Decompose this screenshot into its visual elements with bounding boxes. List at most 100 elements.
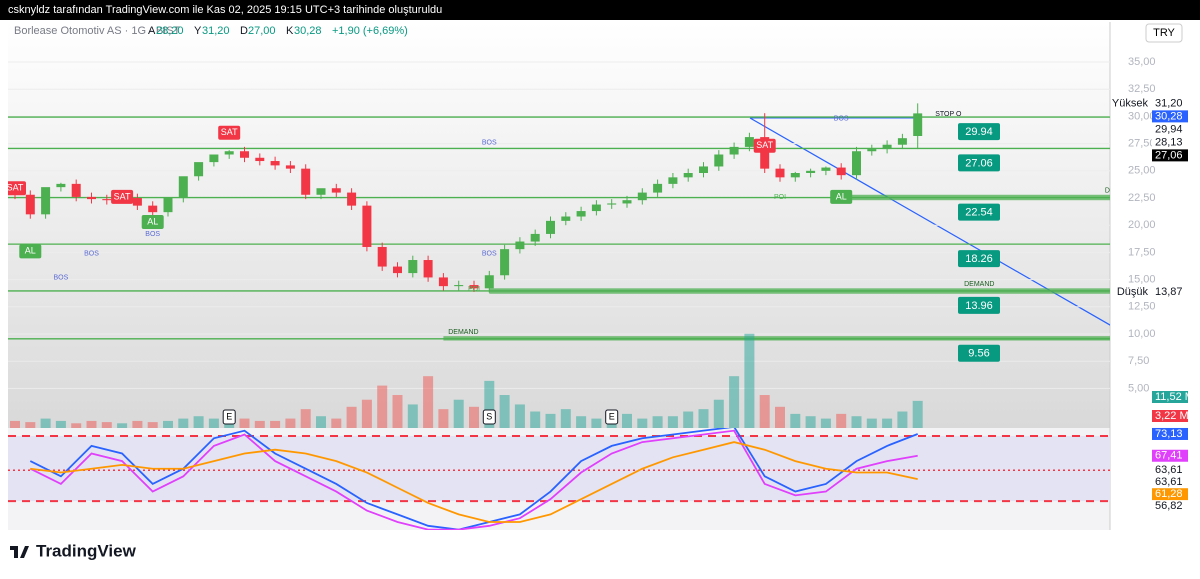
candle-body — [530, 233, 540, 242]
volume-bar — [805, 416, 816, 428]
signal-label: AL — [836, 191, 847, 201]
candle-body — [867, 149, 877, 152]
logo-text: TradingView — [36, 541, 137, 560]
price-label-name: Yüksek — [1112, 97, 1149, 109]
annotation: BOS — [84, 250, 99, 257]
ohlc-key: Y — [194, 25, 202, 37]
currency: TRY — [1153, 27, 1175, 39]
ohlc-value: 31,20 — [202, 25, 230, 37]
candle-body — [821, 167, 831, 171]
y-tick-label: 15,00 — [1128, 274, 1156, 286]
volume-bar — [912, 400, 923, 428]
event-label: E — [609, 411, 615, 421]
level-label: 13.96 — [965, 300, 993, 312]
candle-body — [913, 113, 923, 137]
volume-bar — [820, 418, 831, 428]
price-label-box — [1152, 136, 1188, 149]
level-box — [958, 250, 1000, 268]
y-tick-label: 10,00 — [1128, 328, 1156, 340]
price-plot: DEMAND DEMAND DEMAND 29.94 27.06 22.54 18.26 13… — [8, 61, 1110, 428]
candle-body — [546, 220, 555, 234]
volume-bar — [331, 418, 342, 428]
volume-bar — [392, 395, 403, 428]
rsi-label-box — [1152, 476, 1188, 489]
price-label: 29,94 — [1155, 123, 1183, 135]
ohlc-legend: A 28,20 Y 31,20 D 27,00 K 30,28 +1,90 (+6,69%) — [148, 25, 408, 37]
candle-body — [668, 177, 678, 184]
volume-bar — [316, 416, 326, 428]
volume-bar — [239, 418, 250, 428]
annotation: POI — [468, 286, 480, 293]
volume-bar — [499, 395, 510, 428]
y-tick-label: 5,00 — [1128, 382, 1149, 394]
candle-body — [194, 162, 204, 177]
volume-label-box — [1152, 410, 1188, 422]
candle-body — [71, 183, 81, 197]
rsi-label: 56,82 — [1155, 500, 1183, 512]
volume-bar — [790, 413, 801, 428]
y-tick-label: 27,50 — [1128, 138, 1156, 150]
volume-bar — [882, 418, 893, 428]
signal-label: AL — [25, 246, 36, 256]
candle-body — [285, 165, 295, 169]
candle-body — [163, 198, 173, 213]
volume-bar — [208, 418, 219, 428]
change: +1,90 (+6,69%) — [332, 25, 408, 37]
candle-body — [377, 246, 387, 267]
signal-label: SAT — [756, 140, 773, 150]
y-tick-label: 32,50 — [1128, 83, 1156, 95]
rsi-label: 67,41 — [1155, 450, 1183, 462]
volume-bar — [361, 399, 372, 428]
level-box — [958, 203, 1000, 221]
candle-body — [775, 168, 785, 178]
y-tick-label: 30,00 — [1128, 110, 1156, 122]
volume-bar — [851, 416, 862, 428]
price-axis: 35,00 32,50 30,00 27,50 25,00 22,50 20,00 17,50… — [1112, 56, 1194, 513]
candle-body — [56, 183, 66, 188]
candle-body — [240, 151, 249, 158]
event-label: E — [226, 411, 232, 421]
candle-body — [500, 249, 510, 276]
annotation: BOS — [482, 139, 497, 146]
volume-bar — [652, 416, 663, 428]
signal-label: SAT — [221, 127, 238, 137]
symbol: Borlease Otomotiv AS · 1G · BIST — [14, 25, 181, 37]
candle-body — [454, 285, 464, 287]
volume-label: 3,22 M — [1155, 410, 1189, 422]
candle-body — [836, 167, 846, 176]
candle-body — [331, 188, 341, 193]
volume-bar — [560, 409, 571, 428]
candle-body — [744, 137, 754, 147]
candle-body — [576, 211, 586, 217]
price-label: 27,06 — [1155, 149, 1183, 161]
volume-bar — [836, 413, 847, 428]
volume-bar — [407, 404, 418, 428]
volume-bar — [101, 422, 112, 428]
price-label: 13,87 — [1155, 286, 1183, 298]
candle-body — [102, 199, 112, 201]
header-bar — [0, 0, 1200, 20]
level-label: 18.26 — [965, 253, 993, 265]
volume-bar — [775, 406, 785, 428]
candle-body — [714, 154, 724, 167]
volume-bar — [86, 420, 97, 428]
candle-body — [270, 161, 280, 166]
candle-body — [591, 204, 601, 212]
currency-button[interactable] — [1145, 23, 1183, 43]
volume-bar — [744, 333, 755, 428]
ohlc-key: D — [240, 25, 248, 37]
price-label-box — [1152, 285, 1188, 298]
volume-bar — [346, 406, 357, 428]
ohlc-key: K — [286, 25, 294, 37]
ohlc-value: 30,28 — [294, 25, 322, 37]
candle-body — [882, 144, 892, 150]
level-box — [958, 154, 1000, 172]
candle-body — [806, 170, 816, 173]
volume-bar — [759, 395, 770, 428]
signal-box — [111, 189, 134, 204]
signal-label: SAT — [114, 191, 131, 201]
candle-body — [347, 192, 357, 206]
annotation: BOS — [54, 274, 69, 281]
ohlc-key: A — [148, 25, 156, 37]
level-box — [958, 296, 1000, 314]
